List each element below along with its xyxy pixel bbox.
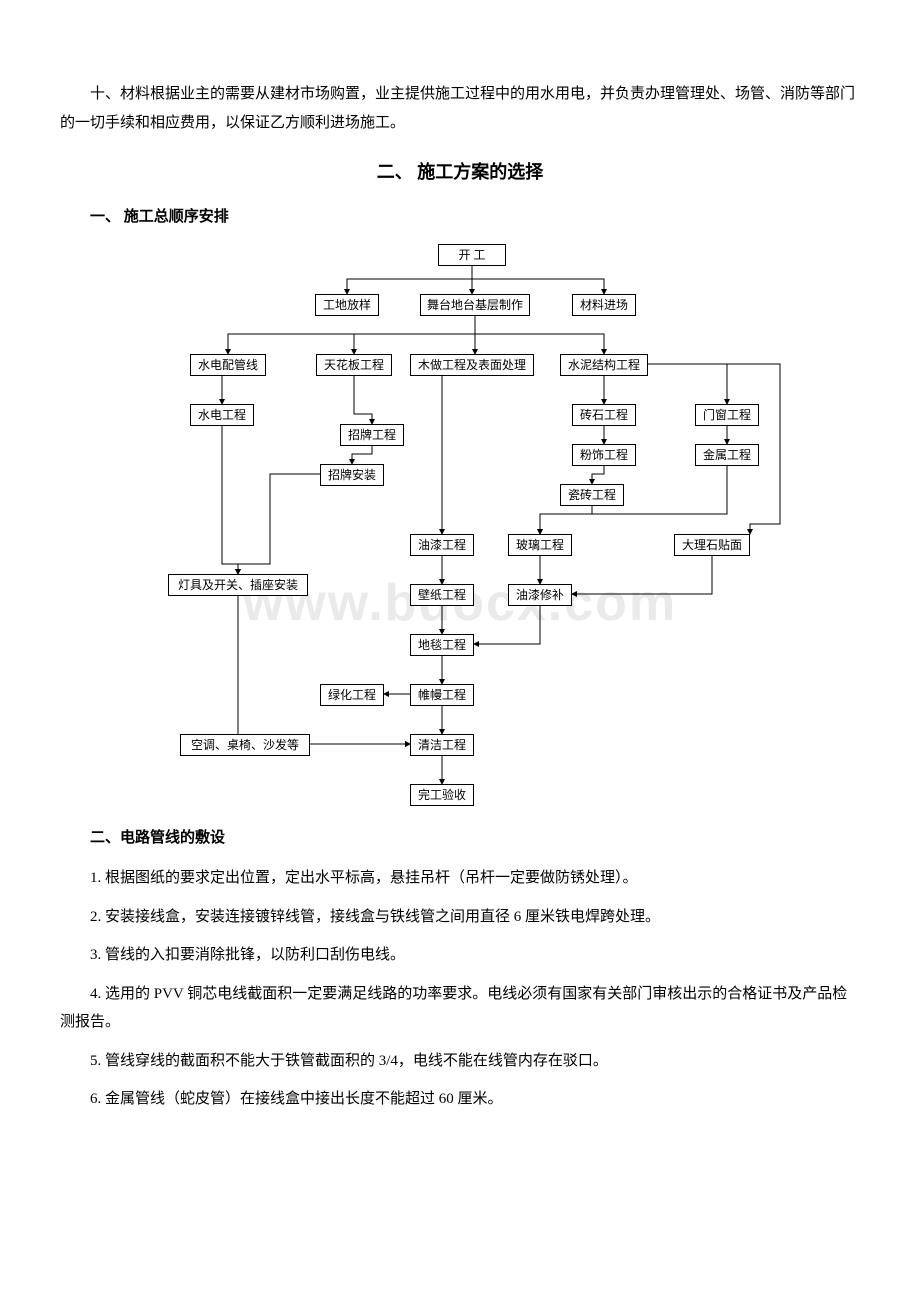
section-title: 二、 施工方案的选择	[60, 155, 860, 189]
flow-node-n21: 壁纸工程	[410, 584, 474, 607]
flow-node-n9: 水电工程	[190, 404, 254, 427]
flow-node-n12: 门窗工程	[695, 404, 759, 427]
flow-node-n4: 材料进场	[572, 294, 636, 317]
flow-node-n3: 舞台地台基层制作	[420, 294, 530, 317]
flow-node-n1: 开 工	[438, 244, 506, 267]
flow-node-n16: 瓷砖工程	[560, 484, 624, 507]
flow-node-n17: 油漆工程	[410, 534, 474, 557]
flow-node-n5: 水电配管线	[190, 354, 266, 377]
flow-node-n26: 空调、桌椅、沙发等	[180, 734, 310, 757]
flow-node-n11: 砖石工程	[572, 404, 636, 427]
flow-node-n25: 帷幔工程	[410, 684, 474, 707]
flow-node-n19: 大理石贴面	[674, 534, 750, 557]
intro-paragraph: 十、材料根据业主的需要从建材市场购置，业主提供施工过程中的用水用电，并负责办理管…	[60, 80, 860, 137]
subtitle-wiring: 二、电路管线的敷设	[60, 824, 860, 853]
item-3: 3. 管线的入扣要消除批锋，以防利口刮伤电线。	[60, 941, 860, 970]
flow-node-n28: 完工验收	[410, 784, 474, 807]
flow-node-n20: 灯具及开关、插座安装	[168, 574, 308, 597]
flow-node-n15: 金属工程	[695, 444, 759, 467]
flow-node-n27: 清洁工程	[410, 734, 474, 757]
flow-node-n22: 油漆修补	[508, 584, 572, 607]
flow-node-n24: 绿化工程	[320, 684, 384, 707]
subtitle-sequence: 一、 施工总顺序安排	[60, 203, 860, 232]
construction-flowchart: www.bdocx.com 开 工工地放样舞台地台基层制作材料进场水电配管线天花…	[120, 244, 800, 804]
flow-node-n8: 水泥结构工程	[560, 354, 648, 377]
item-2: 2. 安装接线盒，安装连接镀锌线管，接线盒与铁线管之间用直径 6 厘米铁电焊跨处…	[60, 903, 860, 932]
flow-node-n23: 地毯工程	[410, 634, 474, 657]
flow-node-n10: 招牌工程	[340, 424, 404, 447]
flow-node-n6: 天花板工程	[316, 354, 392, 377]
item-1: 1. 根据图纸的要求定出位置，定出水平标高，悬挂吊杆（吊杆一定要做防锈处理）。	[60, 864, 860, 893]
item-4: 4. 选用的 PVV 铜芯电线截面积一定要满足线路的功率要求。电线必须有国家有关…	[60, 980, 860, 1037]
flow-node-n14: 粉饰工程	[572, 444, 636, 467]
flowchart-edges	[120, 244, 800, 804]
flow-node-n7: 木做工程及表面处理	[410, 354, 534, 377]
flow-node-n18: 玻璃工程	[508, 534, 572, 557]
item-5: 5. 管线穿线的截面积不能大于铁管截面积的 3/4，电线不能在线管内存在驳口。	[60, 1047, 860, 1076]
flow-node-n13: 招牌安装	[320, 464, 384, 487]
flow-node-n2: 工地放样	[315, 294, 379, 317]
item-6: 6. 金属管线（蛇皮管）在接线盒中接出长度不能超过 60 厘米。	[60, 1085, 860, 1114]
